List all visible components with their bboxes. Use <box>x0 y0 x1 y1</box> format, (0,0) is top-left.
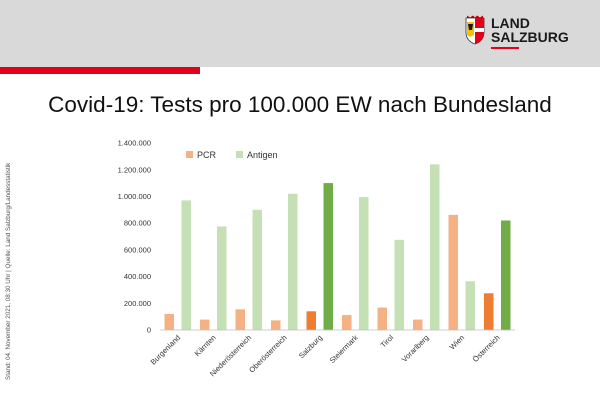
bar-antigen <box>430 164 440 330</box>
x-tick-label: Salzburg <box>297 333 324 360</box>
bar-pcr <box>306 311 316 330</box>
legend-swatch <box>236 151 243 158</box>
y-axis: 0 200.000 400.000 600.000 800.000 1.000.000 1.… <box>118 139 151 335</box>
land-salzburg-logo: LAND SALZBURG <box>464 14 574 54</box>
bar-pcr <box>413 319 423 330</box>
salzburg-crest-icon <box>465 15 485 45</box>
y-tick-label: 1.200.000 <box>118 165 151 174</box>
y-tick-label: 600.000 <box>124 245 151 254</box>
bar-pcr <box>271 320 281 330</box>
legend-swatch <box>186 151 193 158</box>
bar-pcr <box>484 293 494 330</box>
y-tick-label: 800.000 <box>124 219 151 228</box>
bar-antigen <box>394 239 404 330</box>
bar-antigen <box>217 226 227 330</box>
bar-pcr <box>200 319 210 330</box>
x-tick-label: Wien <box>448 333 466 351</box>
logo-underline <box>491 47 519 49</box>
bar-antigen <box>501 220 511 330</box>
bar-pcr <box>164 313 174 330</box>
x-axis: Burgenland KärntenNiederösterreichOberöst… <box>149 333 502 379</box>
y-tick-label: 400.000 <box>124 272 151 281</box>
bar-pcr <box>235 309 245 330</box>
bar-pcr <box>377 307 387 330</box>
bar-antigen <box>323 183 333 330</box>
y-tick-label: 1.000.000 <box>118 192 151 201</box>
bar-antigen <box>181 200 191 330</box>
x-tick-label: Steiermark <box>328 333 360 365</box>
bars-group <box>164 164 511 330</box>
x-tick-label: Oberösterreich <box>247 333 288 374</box>
x-tick-label: Burgenland <box>149 333 182 366</box>
legend: PCR Antigen <box>186 150 278 160</box>
header-band <box>0 0 600 67</box>
bar-pcr <box>448 214 458 330</box>
x-tick-label: Kärnten <box>193 333 218 358</box>
bar-antigen <box>252 209 262 330</box>
bar-antigen <box>288 193 298 330</box>
x-tick-label: Tirol <box>379 333 396 350</box>
x-tick-label: Österreich <box>471 333 502 364</box>
logo-text-salzburg: SALZBURG <box>491 29 569 45</box>
legend-label: Antigen <box>247 150 278 160</box>
accent-bar <box>0 67 200 74</box>
y-tick-label: 0 <box>147 326 151 335</box>
logo-text-land: LAND <box>491 15 530 31</box>
y-tick-label: 1.400.000 <box>118 139 151 148</box>
bar-antigen <box>359 197 369 330</box>
bar-antigen <box>465 281 475 330</box>
page-title: Covid-19: Tests pro 100.000 EW nach Bund… <box>48 92 552 117</box>
x-tick-label: Vorarlberg <box>400 333 431 364</box>
y-tick-label: 200.000 <box>124 299 151 308</box>
legend-label: PCR <box>197 150 217 160</box>
bar-pcr <box>342 315 352 330</box>
